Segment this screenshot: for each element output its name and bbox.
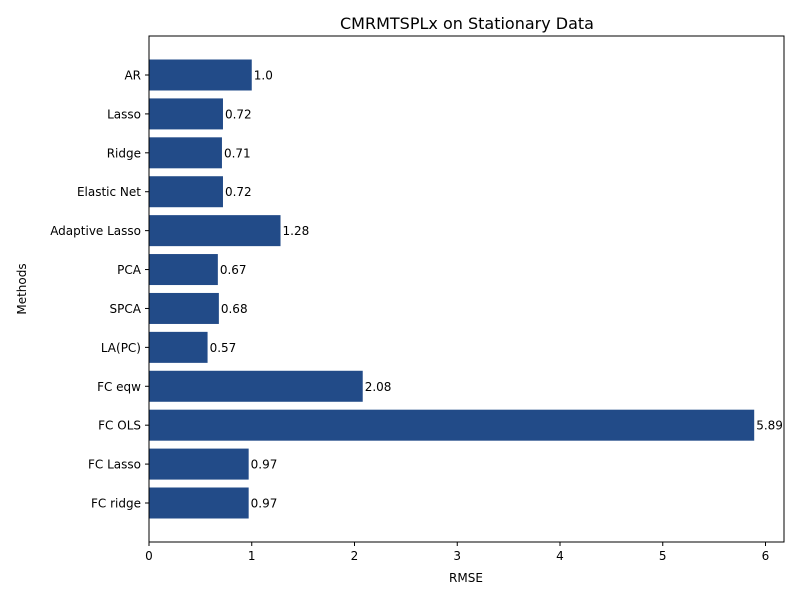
bar [149, 98, 223, 130]
y-axis-label: Methods [15, 263, 29, 314]
y-tick-label: LA(PC) [101, 341, 141, 355]
bar [149, 176, 223, 208]
y-tick-label: FC eqw [97, 380, 141, 394]
bar [149, 370, 363, 402]
bar [149, 215, 281, 247]
x-tick-label: 5 [659, 549, 667, 563]
x-tick-label: 4 [556, 549, 564, 563]
y-tick-label: PCA [117, 263, 142, 277]
bar-value-label: 0.72 [225, 107, 252, 121]
ticks-layer: AR Lasso Ridge Elastic Net Adaptive Lasso PCA… [50, 69, 769, 564]
bar [149, 59, 252, 91]
bar-value-label: 0.68 [221, 302, 248, 316]
bar-value-label: 1.0 [254, 69, 273, 83]
bar-value-label: 2.08 [365, 380, 392, 394]
bar [149, 137, 222, 169]
bar-value-label: 0.71 [224, 146, 251, 160]
y-tick-label: Adaptive Lasso [50, 224, 141, 238]
bar [149, 409, 755, 441]
x-axis-label: RMSE [449, 571, 483, 585]
bar-value-label: 0.97 [251, 458, 278, 472]
y-tick-label: Elastic Net [77, 185, 141, 199]
bar [149, 448, 249, 480]
x-tick-label: 2 [351, 549, 359, 563]
bar-value-label: 0.67 [220, 263, 247, 277]
bar [149, 487, 249, 519]
bar [149, 331, 208, 363]
bar-value-label: 0.72 [225, 185, 252, 199]
y-tick-label: FC Lasso [88, 458, 141, 472]
y-tick-label: Ridge [107, 146, 141, 160]
x-tick-label: 1 [248, 549, 256, 563]
x-tick-label: 3 [453, 549, 461, 563]
x-tick-label: 0 [145, 549, 153, 563]
y-tick-label: FC ridge [91, 497, 141, 511]
bar [149, 254, 218, 286]
y-tick-label: FC OLS [98, 419, 141, 433]
bar-value-label: 0.97 [251, 497, 278, 511]
bars-layer: 1.0 0.72 0.71 0.72 1.28 0.67 0.68 0.57 2.08 5.89 0… [149, 59, 783, 519]
y-tick-label: SPCA [110, 302, 142, 316]
x-tick-label: 6 [762, 549, 770, 563]
y-tick-label: Lasso [107, 107, 141, 121]
plot-area-frame [148, 35, 785, 543]
bar-value-label: 5.89 [756, 419, 783, 433]
bar [149, 292, 219, 324]
chart-title: CMRMTSPLx on Stationary Data [340, 14, 594, 33]
y-tick-label: AR [124, 69, 141, 83]
bar-value-label: 1.28 [283, 224, 310, 238]
bar-value-label: 0.57 [210, 341, 237, 355]
